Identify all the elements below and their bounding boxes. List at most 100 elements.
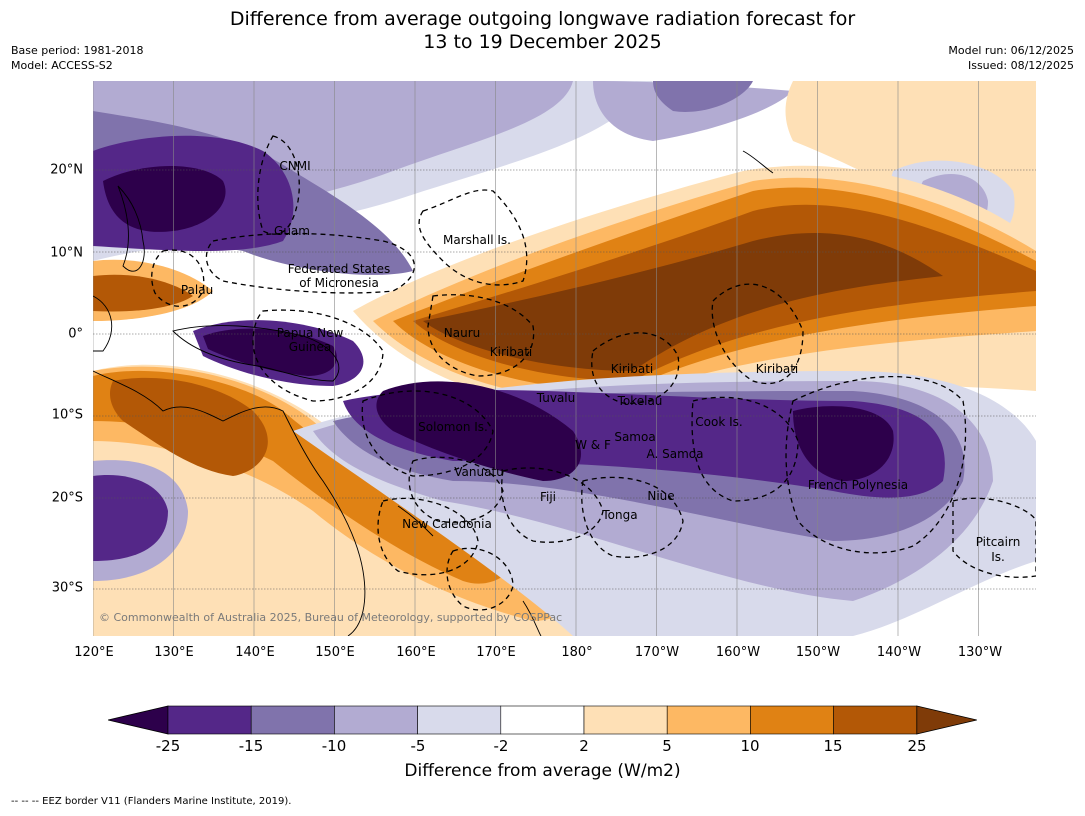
colorbar-segment bbox=[167, 705, 252, 735]
label-pitcairn-2: Is. bbox=[991, 550, 1005, 564]
eez-kiribati-c bbox=[591, 332, 680, 404]
anomaly-dark-purple-nw bbox=[103, 166, 226, 232]
eez-marshall bbox=[418, 189, 528, 286]
colorbar-segment bbox=[334, 705, 418, 735]
y-tick-20s: 20°S bbox=[51, 490, 83, 506]
colorbar-segment bbox=[666, 705, 751, 735]
x-tick-120e: 120°E bbox=[74, 645, 114, 660]
colorbar-segment bbox=[250, 705, 335, 735]
anomaly-dark-purple-spcz bbox=[376, 381, 582, 481]
new-caledonia-coast bbox=[397, 505, 434, 537]
label-kiribati-east: Kiribati bbox=[755, 362, 799, 376]
cb-label-4: -2 bbox=[493, 737, 509, 755]
anomaly-brown-sw bbox=[110, 377, 268, 476]
eez-palau bbox=[151, 249, 205, 307]
y-tick-10s: 10°S bbox=[51, 407, 83, 423]
model-run: Model run: 06/12/2025 bbox=[948, 44, 1074, 57]
eez-cnmi-guam bbox=[257, 135, 300, 235]
colorbar-segment bbox=[583, 705, 668, 735]
label-nauru: Nauru bbox=[443, 326, 481, 340]
label-niue: Niue bbox=[647, 489, 675, 503]
eez-png bbox=[252, 309, 384, 402]
label-american-samoa: A. Samoa bbox=[646, 447, 704, 461]
new-zealand-coast bbox=[522, 600, 542, 636]
borneo-coast bbox=[93, 295, 113, 352]
cb-label-7: 10 bbox=[740, 737, 760, 755]
label-palau: Palau bbox=[180, 283, 214, 297]
label-tokelau: Tokelau bbox=[617, 394, 663, 408]
label-cook: Cook Is. bbox=[695, 415, 743, 429]
label-png-2: Guinea bbox=[288, 340, 332, 354]
eez-solomon bbox=[361, 390, 494, 477]
base-period: Base period: 1981-2018 bbox=[11, 44, 144, 57]
cb-label-1: -15 bbox=[238, 737, 264, 755]
title-line-2: 13 to 19 December 2025 bbox=[423, 31, 662, 53]
eez-legend-note: -- -- -- EEZ border V11 (Flanders Marine… bbox=[11, 796, 292, 807]
cb-label-3: -5 bbox=[410, 737, 426, 755]
colorbar-segment bbox=[750, 705, 834, 735]
label-french-polynesia: French Polynesia bbox=[807, 478, 909, 492]
x-tick-180: 180° bbox=[561, 645, 593, 660]
colorbar-segment bbox=[833, 705, 918, 735]
y-tick-30s: 30°S bbox=[51, 580, 83, 596]
eez-fiji bbox=[501, 467, 604, 543]
new-guinea-coast bbox=[172, 325, 340, 382]
ola-forecast-map: CNMI Guam Marshall Is. Federated States … bbox=[93, 81, 1036, 636]
anomaly-brown-west bbox=[93, 274, 193, 312]
label-cnmi: CNMI bbox=[279, 159, 311, 173]
label-kiribati-central: Kiribati bbox=[610, 362, 654, 376]
label-png-1: Papua New bbox=[276, 326, 344, 340]
chart-title: Difference from average outgoing longwav… bbox=[0, 8, 1085, 54]
x-tick-140w: 140°W bbox=[876, 645, 922, 660]
hawaii-coast bbox=[742, 150, 774, 174]
label-new-caledonia: New Caledonia bbox=[402, 517, 492, 531]
parallels bbox=[93, 169, 1036, 590]
anomaly-purple-sw bbox=[93, 475, 168, 561]
label-fiji: Fiji bbox=[539, 490, 557, 504]
x-tick-150e: 150°E bbox=[315, 645, 355, 660]
x-tick-160e: 160°E bbox=[396, 645, 436, 660]
y-tick-0: 0° bbox=[68, 326, 83, 342]
y-tick-10n: 10°N bbox=[50, 245, 83, 261]
title-line-1: Difference from average outgoing longwav… bbox=[229, 8, 856, 30]
x-tick-160w: 160°W bbox=[715, 645, 761, 660]
label-vanuatu: Vanuatu bbox=[454, 465, 504, 479]
meta-right: Model run: 06/12/2025 Issued: 08/12/2025 bbox=[948, 43, 1074, 73]
eez-cook bbox=[691, 396, 799, 502]
x-tick-130e: 130°E bbox=[154, 645, 194, 660]
x-tick-140e: 140°E bbox=[235, 645, 275, 660]
label-wallis-futuna: W & F bbox=[575, 438, 611, 452]
cb-label-6: 5 bbox=[662, 737, 672, 755]
eez-new-zealand-north bbox=[446, 547, 514, 611]
eez-tonga-niue bbox=[581, 476, 684, 558]
cb-label-9: 25 bbox=[907, 737, 927, 755]
meta-left: Base period: 1981-2018 Model: ACCESS-S2 bbox=[11, 43, 143, 73]
anomaly-dark-purple-east bbox=[793, 406, 894, 481]
meridians bbox=[93, 81, 979, 636]
colorbar-extend-min bbox=[108, 705, 169, 735]
eez-fsm bbox=[205, 232, 415, 294]
anomaly-mid-purple-ne bbox=[653, 81, 753, 112]
label-samoa: Samoa bbox=[614, 430, 656, 444]
anomaly-darkest-brown-equator bbox=[423, 233, 943, 371]
eez-new-caledonia bbox=[377, 497, 479, 576]
issued-date: Issued: 08/12/2025 bbox=[967, 59, 1074, 72]
label-guam: Guam bbox=[274, 224, 310, 238]
anomaly-dark-purple-png bbox=[203, 328, 337, 376]
x-tick-170w: 170°W bbox=[634, 645, 680, 660]
eez-kiribati-w bbox=[427, 294, 535, 377]
philippines-coast bbox=[117, 185, 145, 272]
colorbar-segment bbox=[500, 705, 585, 735]
label-marshall: Marshall Is. bbox=[443, 233, 511, 247]
x-tick-170e: 170°E bbox=[476, 645, 516, 660]
y-tick-20n: 20°N bbox=[50, 162, 83, 178]
model-name: Model: ACCESS-S2 bbox=[11, 59, 113, 72]
label-fsm-2: of Micronesia bbox=[299, 276, 379, 290]
cb-label-2: -10 bbox=[321, 737, 347, 755]
label-tonga: Tonga bbox=[602, 508, 638, 522]
label-solomon: Solomon Is. bbox=[418, 420, 488, 434]
cb-label-0: -25 bbox=[155, 737, 181, 755]
x-tick-150w: 150°W bbox=[795, 645, 841, 660]
colorbar-title: Difference from average (W/m2) bbox=[404, 761, 681, 781]
label-pitcairn-1: Pitcairn bbox=[975, 535, 1021, 549]
